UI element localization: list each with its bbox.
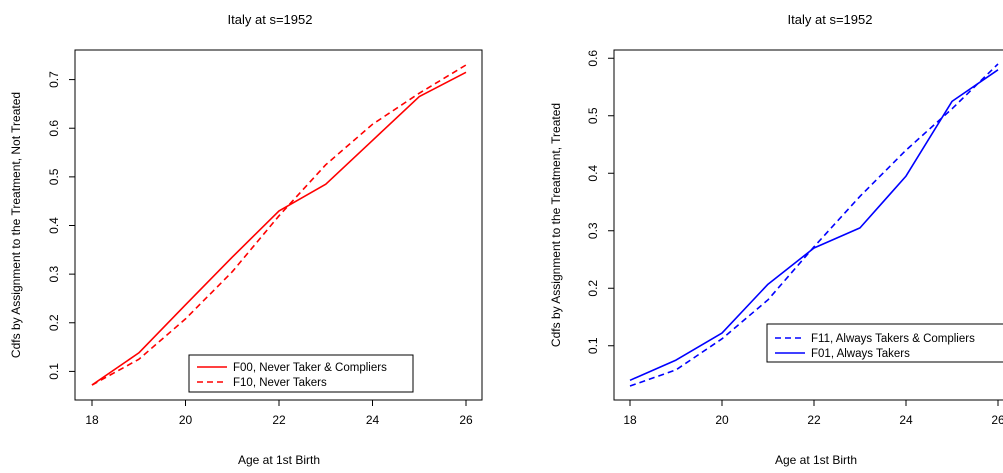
legend-label-f11: F11, Always Takers & Compliers: [811, 333, 975, 345]
chart-panel-left: Italy at s=1952 Age at 1st Birth Cdfs by…: [9, 12, 483, 467]
legend: F00, Never Taker & Compliers F10, Never …: [188, 354, 414, 393]
legend-label-f01: F01, Always Takers: [811, 348, 910, 360]
series-lines: [629, 63, 999, 387]
y-tick-label: 0.6: [47, 120, 61, 137]
y-tick-label: 0.2: [586, 280, 600, 297]
plot-frame: [74, 49, 483, 401]
axis-ticks: 18 20 22 24 26 0.1 0.2 0.3 0.4 0.5 0.6 0.7: [47, 71, 473, 427]
y-tick-label: 0.4: [586, 165, 600, 182]
y-tick-label: 0.3: [586, 222, 600, 239]
chart-panel-right: Italy at s=1952 Age at 1st Birth Cdfs by…: [549, 12, 1003, 467]
y-tick-label: 0.3: [47, 265, 61, 282]
x-tick-label: 24: [366, 413, 380, 427]
x-tick-label: 20: [179, 413, 193, 427]
x-tick-label: 18: [85, 413, 99, 427]
x-tick-label: 26: [459, 413, 473, 427]
y-tick-label: 0.5: [586, 107, 600, 124]
y-tick-label: 0.6: [586, 50, 600, 67]
axis-ticks: 18 20 22 24 26 0.1 0.2 0.3 0.4 0.5 0.6: [586, 50, 1003, 427]
series-line-1: [91, 71, 467, 386]
series-line-1: [629, 63, 999, 387]
legend-label-f00: F00, Never Taker & Compliers: [233, 362, 387, 374]
y-tick-label: 0.5: [47, 168, 61, 185]
legend-box: [766, 323, 1003, 363]
y-axis-label: Cdfs by Assignment to the Treatment, Not…: [9, 92, 23, 358]
legend-box: [188, 354, 414, 393]
legend-label-f10: F10, Never Takers: [233, 377, 327, 389]
series-lines: [91, 64, 467, 386]
series-line-2: [91, 64, 467, 386]
x-tick-label: 20: [715, 413, 729, 427]
x-tick-label: 22: [272, 413, 286, 427]
y-tick-label: 0.1: [586, 337, 600, 354]
y-tick-label: 0.7: [47, 71, 61, 88]
x-tick-label: 24: [899, 413, 913, 427]
x-tick-label: 26: [991, 413, 1003, 427]
x-tick-label: 22: [807, 413, 821, 427]
x-axis-label: Age at 1st Birth: [238, 453, 320, 467]
y-tick-label: 0.4: [47, 217, 61, 234]
legend: F11, Always Takers & Compliers F01, Alwa…: [766, 323, 1003, 363]
y-tick-label: 0.1: [47, 363, 61, 380]
y-tick-label: 0.2: [47, 314, 61, 331]
x-tick-label: 18: [623, 413, 637, 427]
chart-title: Italy at s=1952: [228, 12, 313, 27]
y-axis-label: Cdfs by Assignment to the Treatment, Tre…: [549, 103, 563, 347]
series-line-2: [629, 69, 999, 382]
chart-title: Italy at s=1952: [788, 12, 873, 27]
x-axis-label: Age at 1st Birth: [775, 453, 857, 467]
